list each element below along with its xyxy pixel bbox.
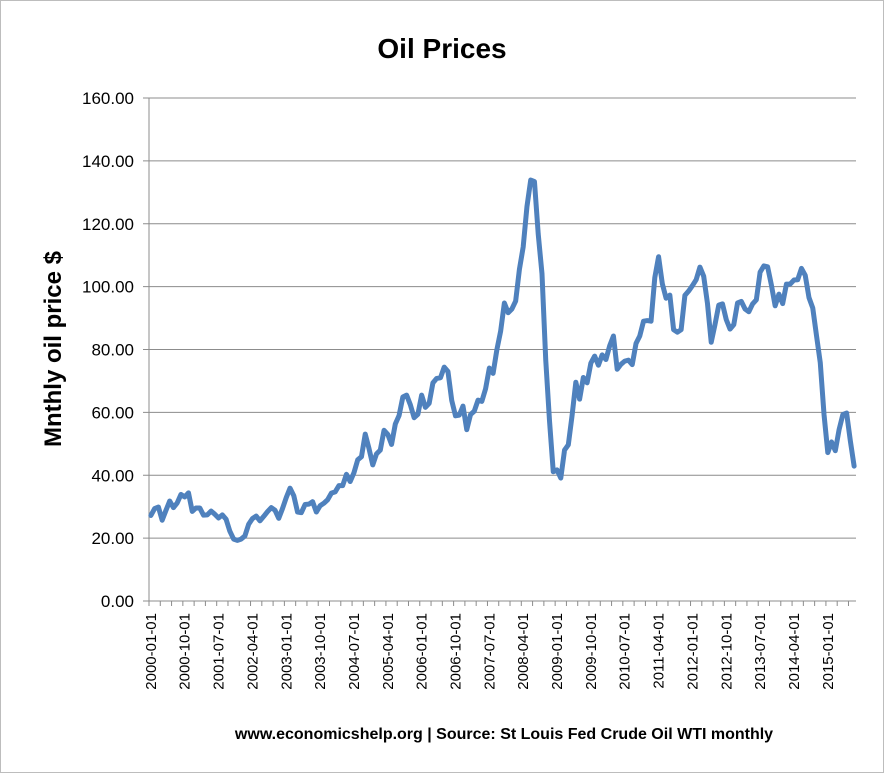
y-tick-label: 60.00 [91,403,134,422]
x-tick-label: 2000-10-01 [177,613,194,690]
x-tick-label: 2005-04-01 [380,613,397,690]
x-tick-label: 2014-04-01 [786,613,803,690]
x-tick-label: 2006-10-01 [447,613,464,690]
x-tick-label: 2007-07-01 [481,613,498,690]
x-tick-label: 2011-04-01 [651,613,668,689]
gridlines [148,97,856,602]
y-tick-label: 80.00 [91,341,134,360]
y-tick-label: 120.00 [82,215,134,234]
y-tick-label: 100.00 [82,278,134,297]
source-note: www.economicshelp.org | Source: St Louis… [234,726,773,743]
x-tick-label: 2001-07-01 [211,613,228,690]
x-tick-label: 2003-10-01 [312,613,329,690]
x-tick-label: 2008-04-01 [515,613,532,690]
y-tick-label: 140.00 [82,152,134,171]
y-tick-label: 160.00 [82,89,134,108]
chart-title: Oil Prices [377,33,506,64]
x-tick-label: 2003-01-01 [278,613,295,690]
x-tick-label: 2012-10-01 [718,613,735,690]
y-tick-label: 20.00 [91,529,134,548]
x-tick-label: 2009-01-01 [549,613,566,690]
x-tick-label: 2013-07-01 [752,613,769,690]
x-tick-label: 2006-01-01 [414,613,431,690]
y-tick-label: 40.00 [91,466,134,485]
y-axis-ticks: 0.00 20.00 40.00 60.00 80.00 100.00 120.00 140.… [82,89,149,611]
x-tick-label: 2009-10-01 [583,613,600,690]
y-tick-label: 0.00 [101,592,134,611]
x-axis-ticks: 2000-01-01 2000-10-01 2001-07-01 2002-04-01… [143,601,849,690]
x-tick-label: 2012-01-01 [684,613,701,690]
y-axis-label: Mnthly oil price $ [40,250,67,447]
plot-area [148,177,857,543]
x-tick-label: 2004-07-01 [346,613,363,690]
x-tick-label: 2015-01-01 [820,613,837,690]
series-line-0 [148,177,857,543]
x-tick-label: 2010-07-01 [617,613,634,690]
x-tick-label: 2000-01-01 [143,613,160,690]
x-tick-label: 2002-04-01 [244,613,261,690]
